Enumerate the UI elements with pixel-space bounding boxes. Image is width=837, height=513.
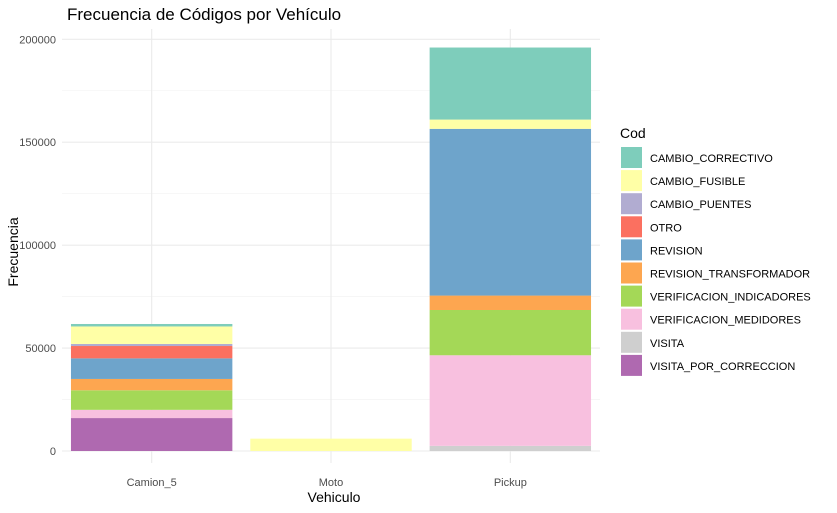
y-tick-label: 150000 bbox=[19, 137, 56, 149]
legend-label: CAMBIO_PUENTES bbox=[650, 199, 751, 211]
bars bbox=[70, 47, 592, 451]
legend-label: VERIFICACION_MEDIDORES bbox=[650, 315, 801, 327]
bar-segment bbox=[429, 309, 592, 356]
legend-label: VISITA_POR_CORRECCION bbox=[650, 361, 795, 373]
bar-segment bbox=[250, 438, 412, 451]
legend-label: OTRO bbox=[650, 222, 682, 234]
legend-label: CAMBIO_FUSIBLE bbox=[650, 176, 745, 188]
legend-swatch bbox=[621, 285, 642, 307]
y-tick-label: 50000 bbox=[25, 343, 56, 355]
bar-segment bbox=[70, 343, 233, 347]
legend-swatch bbox=[621, 170, 642, 192]
legend: Cod CAMBIO_CORRECTIVO CAMBIO_FUSIBLE CAMBI… bbox=[620, 125, 811, 376]
legend-label: REVISION bbox=[650, 245, 703, 257]
legend-label: VERIFICACION_INDICADORES bbox=[650, 292, 811, 304]
legend-swatch bbox=[621, 147, 642, 168]
x-axis-title: Vehiculo bbox=[308, 489, 361, 505]
legend-swatch bbox=[621, 216, 642, 238]
bar-segment bbox=[429, 47, 592, 120]
bar-segment bbox=[70, 358, 233, 379]
x-axis-ticks: Camion_5 Moto Pickup bbox=[127, 477, 527, 489]
legend-label: VISITA bbox=[650, 338, 685, 350]
legend-swatch bbox=[621, 331, 642, 353]
y-axis-title: Frecuencia bbox=[5, 217, 21, 286]
x-tick-label: Moto bbox=[319, 477, 343, 489]
bar-segment bbox=[429, 355, 592, 446]
bar-segment bbox=[70, 346, 233, 359]
bar-segment bbox=[70, 323, 233, 327]
legend-title: Cod bbox=[620, 125, 646, 141]
bar-segment bbox=[429, 119, 592, 129]
legend-swatch bbox=[621, 262, 642, 284]
legend-label: CAMBIO_CORRECTIVO bbox=[650, 153, 773, 165]
legend-swatch bbox=[621, 308, 642, 330]
legend-swatch bbox=[621, 239, 642, 261]
chart-title: Frecuencia de Códigos por Vehículo bbox=[67, 5, 341, 24]
y-tick-label: 0 bbox=[50, 446, 56, 458]
x-tick-label: Pickup bbox=[494, 477, 527, 489]
bar-segment bbox=[429, 295, 592, 310]
x-tick-label: Camion_5 bbox=[127, 477, 177, 489]
y-axis-ticks: 0 50000 100000 150000 200000 bbox=[19, 34, 56, 458]
bar-segment bbox=[70, 409, 233, 419]
y-tick-label: 200000 bbox=[19, 34, 56, 46]
legend-label: REVISION_TRANSFORMADOR bbox=[650, 269, 810, 281]
bar-segment bbox=[70, 418, 233, 451]
y-tick-label: 100000 bbox=[19, 240, 56, 252]
bar-segment bbox=[70, 390, 233, 410]
bar-segment bbox=[70, 378, 233, 391]
legend-swatch bbox=[621, 354, 642, 376]
bar-segment bbox=[429, 445, 592, 451]
legend-swatch bbox=[621, 193, 642, 215]
bar-segment bbox=[429, 128, 592, 296]
bar-segment bbox=[70, 326, 233, 344]
